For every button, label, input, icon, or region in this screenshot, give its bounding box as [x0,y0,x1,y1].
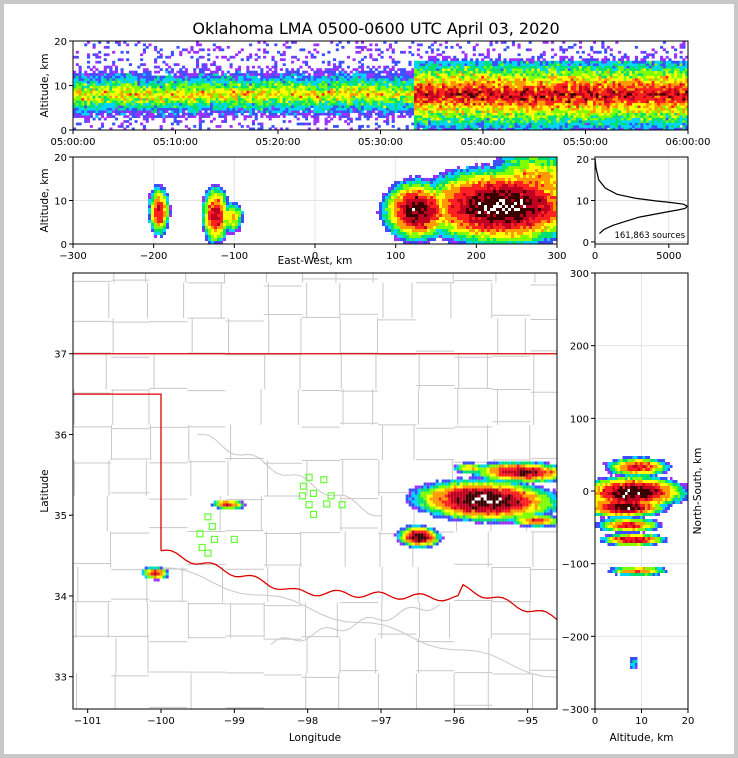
x-tick-label: −300 [59,251,86,262]
plan-view-frame [72,272,558,710]
y-tick-label: 20 [576,155,589,166]
lma-station-marker [323,500,331,508]
plan-view-panel: −101 −100 −99 −98 −97 −96 −95 33 34 35 36 37 Longitu… [39,272,558,744]
x-tick-label: 05:50:00 [563,137,608,148]
x-tick-label: −98 [297,716,318,727]
y-tick-label: −200 [562,632,589,643]
y-tick-label: 35 [54,511,67,522]
x-tick-label: 100 [386,251,405,262]
x-tick-label: 10 [635,716,648,727]
y-tick-label: 36 [54,430,67,441]
y-tick-label: 200 [570,342,589,353]
y-tick-label: 37 [54,350,67,361]
y-tick-label: 300 [570,269,589,280]
x-tick-label: 05:20:00 [256,137,301,148]
lma-station-marker [230,535,238,544]
source-count-annotation: 161,863 sources [614,231,685,241]
x-tick-label: 05:10:00 [153,137,198,148]
y-tick-label: 10 [576,197,589,208]
altitude-northsouth-panel: 0 10 20 −300 −200 −100 0 100 200 300 Altitude, km N… [562,269,704,744]
y-tick-label: 20 [54,153,67,164]
x-tick-label: 06:00:00 [666,137,711,148]
lma-figure: Oklahoma LMA 0500-0600 UTC April 03, 202… [39,19,710,744]
eastwest-density [148,157,557,244]
time-altitude-density [73,41,688,130]
lma-station-marker [305,501,313,509]
y-axis-label: Latitude [39,469,51,512]
x-tick-label: 0 [312,251,318,262]
x-tick-label: −96 [444,716,465,727]
y-tick-label: 0 [583,487,589,498]
x-tick-label: −200 [140,251,167,262]
y-axis-label: North-South, km [692,448,704,535]
x-tick-label: −97 [370,716,391,727]
lma-station-marker [309,510,318,518]
y-tick-label: 20 [54,37,67,48]
plan-view-density [141,461,557,582]
lma-station-marker [327,492,335,500]
x-tick-label: 05:00:00 [51,137,96,148]
y-tick-label: 0 [61,126,67,137]
northsouth-density [595,456,688,669]
lma-station-marker [196,530,204,538]
y-tick-label: 33 [54,673,67,684]
x-tick-label: −99 [224,716,245,727]
lma-station-marker [320,476,328,484]
lma-station-marker [299,482,307,490]
altitude-histogram-panel: 161,863 sources 0 5000 0 10 20 [576,155,689,262]
time-altitude-panel: 05:00:00 05:10:00 05:20:00 05:30:00 05:40:00… [39,37,710,148]
y-axis-label: Altitude, km [39,168,51,232]
figure-canvas: Oklahoma LMA 0500-0600 UTC April 03, 202… [4,4,734,754]
y-tick-label: 0 [61,240,67,251]
eastwest-altitude-panel: −300 −200 −100 0 100 200 300 0 10 20 East-West, km… [39,153,567,267]
plan-view-map [73,273,557,709]
y-tick-label: 10 [54,197,67,208]
x-tick-label: 05:40:00 [461,137,506,148]
y-tick-label: 10 [54,82,67,93]
x-tick-label: 20 [682,716,695,727]
x-axis-label: Longitude [289,732,341,744]
lma-station-marker [210,535,219,544]
y-tick-label: −100 [562,560,589,571]
x-tick-label: 05:30:00 [358,137,403,148]
y-tick-label: 34 [54,592,67,603]
x-tick-label: 5000 [656,251,681,262]
state-borders [73,353,557,621]
lma-station-marker [298,492,307,500]
lma-station-marker [305,473,313,481]
x-axis-label: Altitude, km [609,732,673,744]
y-axis-label: Altitude, km [39,53,51,117]
histogram-line [594,159,689,235]
x-tick-label: −100 [147,716,174,727]
river-lines [160,433,557,678]
y-tick-label: 0 [583,238,589,249]
lma-station-marker [309,489,318,497]
lma-station-marker [204,513,212,521]
county-boundaries [73,273,557,709]
y-tick-label: −300 [562,705,589,716]
y-tick-label: 100 [570,414,589,425]
x-tick-label: −100 [221,251,248,262]
x-axis-label: East-West, km [278,255,353,267]
x-tick-label: 0 [592,251,598,262]
lma-station-marker [338,501,346,509]
x-tick-label: −101 [74,716,101,727]
lma-station-marker [208,522,216,531]
x-tick-label: 300 [547,251,566,262]
x-tick-label: 200 [467,251,486,262]
lma-station-marker [198,543,206,552]
figure-title: Oklahoma LMA 0500-0600 UTC April 03, 202… [192,19,559,38]
x-tick-label: −95 [517,716,538,727]
lma-station-marker [204,549,212,557]
x-tick-label: 0 [592,716,598,727]
